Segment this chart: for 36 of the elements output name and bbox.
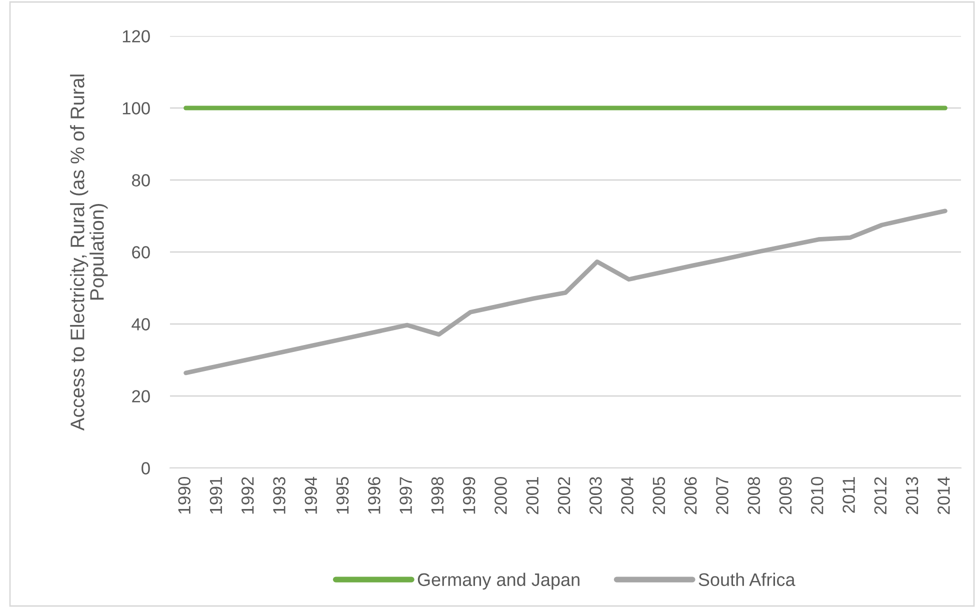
x-tick-label: 1996: [368, 477, 380, 514]
x-tick-label: 2012: [874, 477, 887, 514]
x-tick-label: 2007: [716, 477, 728, 514]
y-tick-label: 20: [132, 390, 150, 402]
x-tick-label: 2010: [810, 477, 824, 514]
x-tick-label: 2006: [684, 477, 697, 514]
x-tick-label: 2014: [938, 476, 950, 514]
legend-label: Germany and Japan: [418, 572, 580, 590]
y-axis-title: Access to Electricity, Rural (as % of Rural Population): [70, 74, 108, 431]
x-tick-label: 1998: [431, 477, 444, 514]
x-tick-label: 2004: [621, 476, 634, 514]
x-tick-label: 2008: [748, 477, 760, 514]
x-tick-label: 2011: [842, 477, 855, 513]
x-tick-label: 1995: [336, 477, 349, 514]
y-tick-label: 100: [122, 102, 150, 114]
y-tick-label: 0: [142, 462, 150, 474]
legend-label: South Africa: [698, 572, 796, 586]
x-tick-label: 1999: [462, 477, 476, 514]
x-tick-label: 2002: [558, 477, 570, 514]
x-tick-label: 2000: [494, 477, 507, 514]
x-tick-label: 1991: [210, 477, 222, 514]
x-tick-label: 2001: [526, 477, 539, 514]
line-series: [184, 208, 948, 376]
x-tick-label: 1997: [400, 477, 412, 514]
x-tick-label: 1992: [241, 477, 254, 514]
x-tick-label: 1994: [304, 476, 318, 514]
y-tick-label: 120: [122, 30, 150, 42]
x-tick-label: 2005: [652, 477, 666, 514]
x-tick-label: 1993: [273, 477, 286, 514]
y-tick-label: 40: [132, 318, 150, 330]
y-tick-label: 60: [132, 246, 150, 258]
x-tick-label: 2013: [906, 477, 918, 514]
x-tick-label: 1990: [178, 477, 190, 514]
y-tick-label: 80: [132, 174, 150, 186]
x-tick-label: 2009: [779, 477, 792, 514]
x-tick-label: 2003: [590, 477, 602, 514]
